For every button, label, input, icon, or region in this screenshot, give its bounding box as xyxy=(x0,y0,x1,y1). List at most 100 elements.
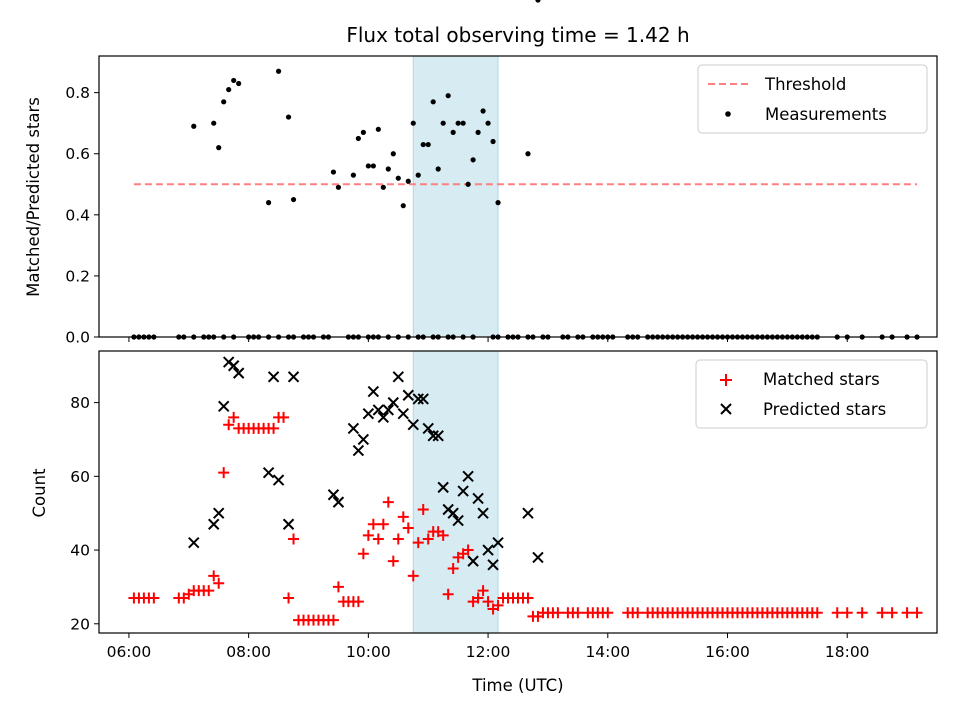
bottom-axes-frame xyxy=(98,350,938,634)
x-axis-label: Time (UTC) xyxy=(471,676,563,695)
matched-star-point xyxy=(472,592,484,604)
predicted-star-point xyxy=(272,474,285,486)
matched-star-point xyxy=(407,570,419,582)
measurement-point xyxy=(415,172,421,178)
predicted-star-point xyxy=(522,507,534,519)
measurement-point xyxy=(430,99,436,105)
matched-star-point xyxy=(382,496,394,508)
matched-star-point xyxy=(442,588,454,600)
predicted-star-point xyxy=(407,419,419,431)
matched-star-point xyxy=(417,504,429,516)
matched-star-point xyxy=(422,533,434,545)
predicted-star-point xyxy=(188,536,200,549)
y-tick-label: 0.8 xyxy=(65,84,90,102)
matched-star-point xyxy=(522,592,534,604)
matched-star-point xyxy=(886,607,898,619)
measurement-point xyxy=(355,135,361,142)
matched-star-point xyxy=(278,411,290,423)
measurement-point xyxy=(370,163,376,169)
predicted-star-point xyxy=(412,393,424,405)
matched-star-point xyxy=(437,529,449,541)
predicted-star-point xyxy=(382,404,395,416)
measurement-point xyxy=(490,138,496,145)
y-tick-label: 0.2 xyxy=(65,267,90,285)
count-panel: 20 40 60 80 06:00 08:00 10:00 12:00 14:00 16:00 1… xyxy=(30,350,938,695)
matched-star-point xyxy=(288,533,300,545)
measurement-point xyxy=(191,123,197,129)
y-tick-label: 0.4 xyxy=(65,206,90,224)
matched-star-point xyxy=(218,467,230,479)
x-tick-label: 06:00 xyxy=(107,643,152,661)
x-tick-label: 10:00 xyxy=(346,643,391,661)
measurement-point xyxy=(385,166,391,172)
matched-star-point xyxy=(367,518,379,530)
predicted-star-point xyxy=(213,507,225,519)
measurement-point xyxy=(435,166,441,172)
predicted-star-point xyxy=(327,489,340,501)
measurement-point xyxy=(525,151,531,157)
measurement-point xyxy=(216,145,222,151)
legend-matched-label: Matched stars xyxy=(763,370,880,389)
predicted-star-point xyxy=(437,481,449,494)
measurement-point xyxy=(445,93,451,99)
matched-star-point xyxy=(831,607,843,619)
y-tick-label: 20 xyxy=(70,615,90,633)
predicted-star-point xyxy=(487,559,499,571)
x-tick-label: 08:00 xyxy=(226,643,271,661)
x-tick-label: 16:00 xyxy=(705,643,750,661)
measurement-point xyxy=(535,0,541,3)
top-legend: Threshold Measurements xyxy=(697,64,928,134)
matched-star-point xyxy=(477,585,489,597)
predicted-star-point xyxy=(217,400,230,413)
top-y-axis: 0.0 0.2 0.4 0.6 0.8 xyxy=(65,84,99,347)
legend-predicted-label: Predicted stars xyxy=(763,400,886,419)
matched-star-point xyxy=(552,607,564,619)
predicted-star-point xyxy=(457,485,469,497)
matched-star-point xyxy=(602,607,614,619)
measurement-point xyxy=(380,184,386,190)
measurement-point xyxy=(450,129,456,135)
matched-star-point xyxy=(412,537,424,549)
legend-measurements-swatch xyxy=(725,111,731,117)
predicted-star-point xyxy=(352,444,365,457)
matched-star-point xyxy=(148,592,160,604)
predicted-star-point xyxy=(377,411,390,424)
matched-star-point xyxy=(911,607,923,619)
matched-star-point xyxy=(208,570,220,582)
measurement-point xyxy=(455,120,461,126)
legend-matched-swatch xyxy=(720,374,732,386)
top-legend-box xyxy=(697,64,928,134)
predicted-star-point xyxy=(397,407,409,420)
matched-star-point xyxy=(841,607,853,619)
matched-star-point xyxy=(213,577,225,589)
matched-star-point xyxy=(332,581,344,593)
matched-star-point xyxy=(397,511,409,523)
matched-star-point xyxy=(223,419,235,431)
predicted-star-point xyxy=(208,518,220,530)
measurement-point xyxy=(495,200,501,206)
measurement-point xyxy=(475,129,481,135)
predicted-star-point xyxy=(372,404,385,416)
top-highlight-span xyxy=(412,55,499,338)
matched-star-point xyxy=(362,529,374,541)
bottom-legend: Matched stars Predicted stars xyxy=(695,359,928,429)
predicted-star-point xyxy=(477,507,489,519)
measurement-point xyxy=(440,120,446,126)
predicted-star-point xyxy=(532,551,544,564)
measurement-point xyxy=(285,114,292,120)
matched-star-point xyxy=(372,533,384,545)
predicted-star-point xyxy=(427,430,439,442)
top-y-axis-label: Matched/Predicted stars xyxy=(24,97,43,297)
matched-star-point xyxy=(402,522,414,534)
measurement-point xyxy=(335,184,342,190)
matched-star-point xyxy=(357,548,369,560)
measurement-point xyxy=(485,120,491,126)
matched-star-point xyxy=(572,607,584,619)
measurement-point xyxy=(330,169,337,175)
x-tick-label: 18:00 xyxy=(825,643,870,661)
bottom-x-axis: 06:00 08:00 10:00 12:00 14:00 16:00 18:00 xyxy=(107,633,870,661)
predicted-star-point xyxy=(492,536,504,549)
predicted-star-point xyxy=(482,544,494,556)
measurement-point xyxy=(360,129,366,135)
matched-star-point xyxy=(492,599,504,611)
